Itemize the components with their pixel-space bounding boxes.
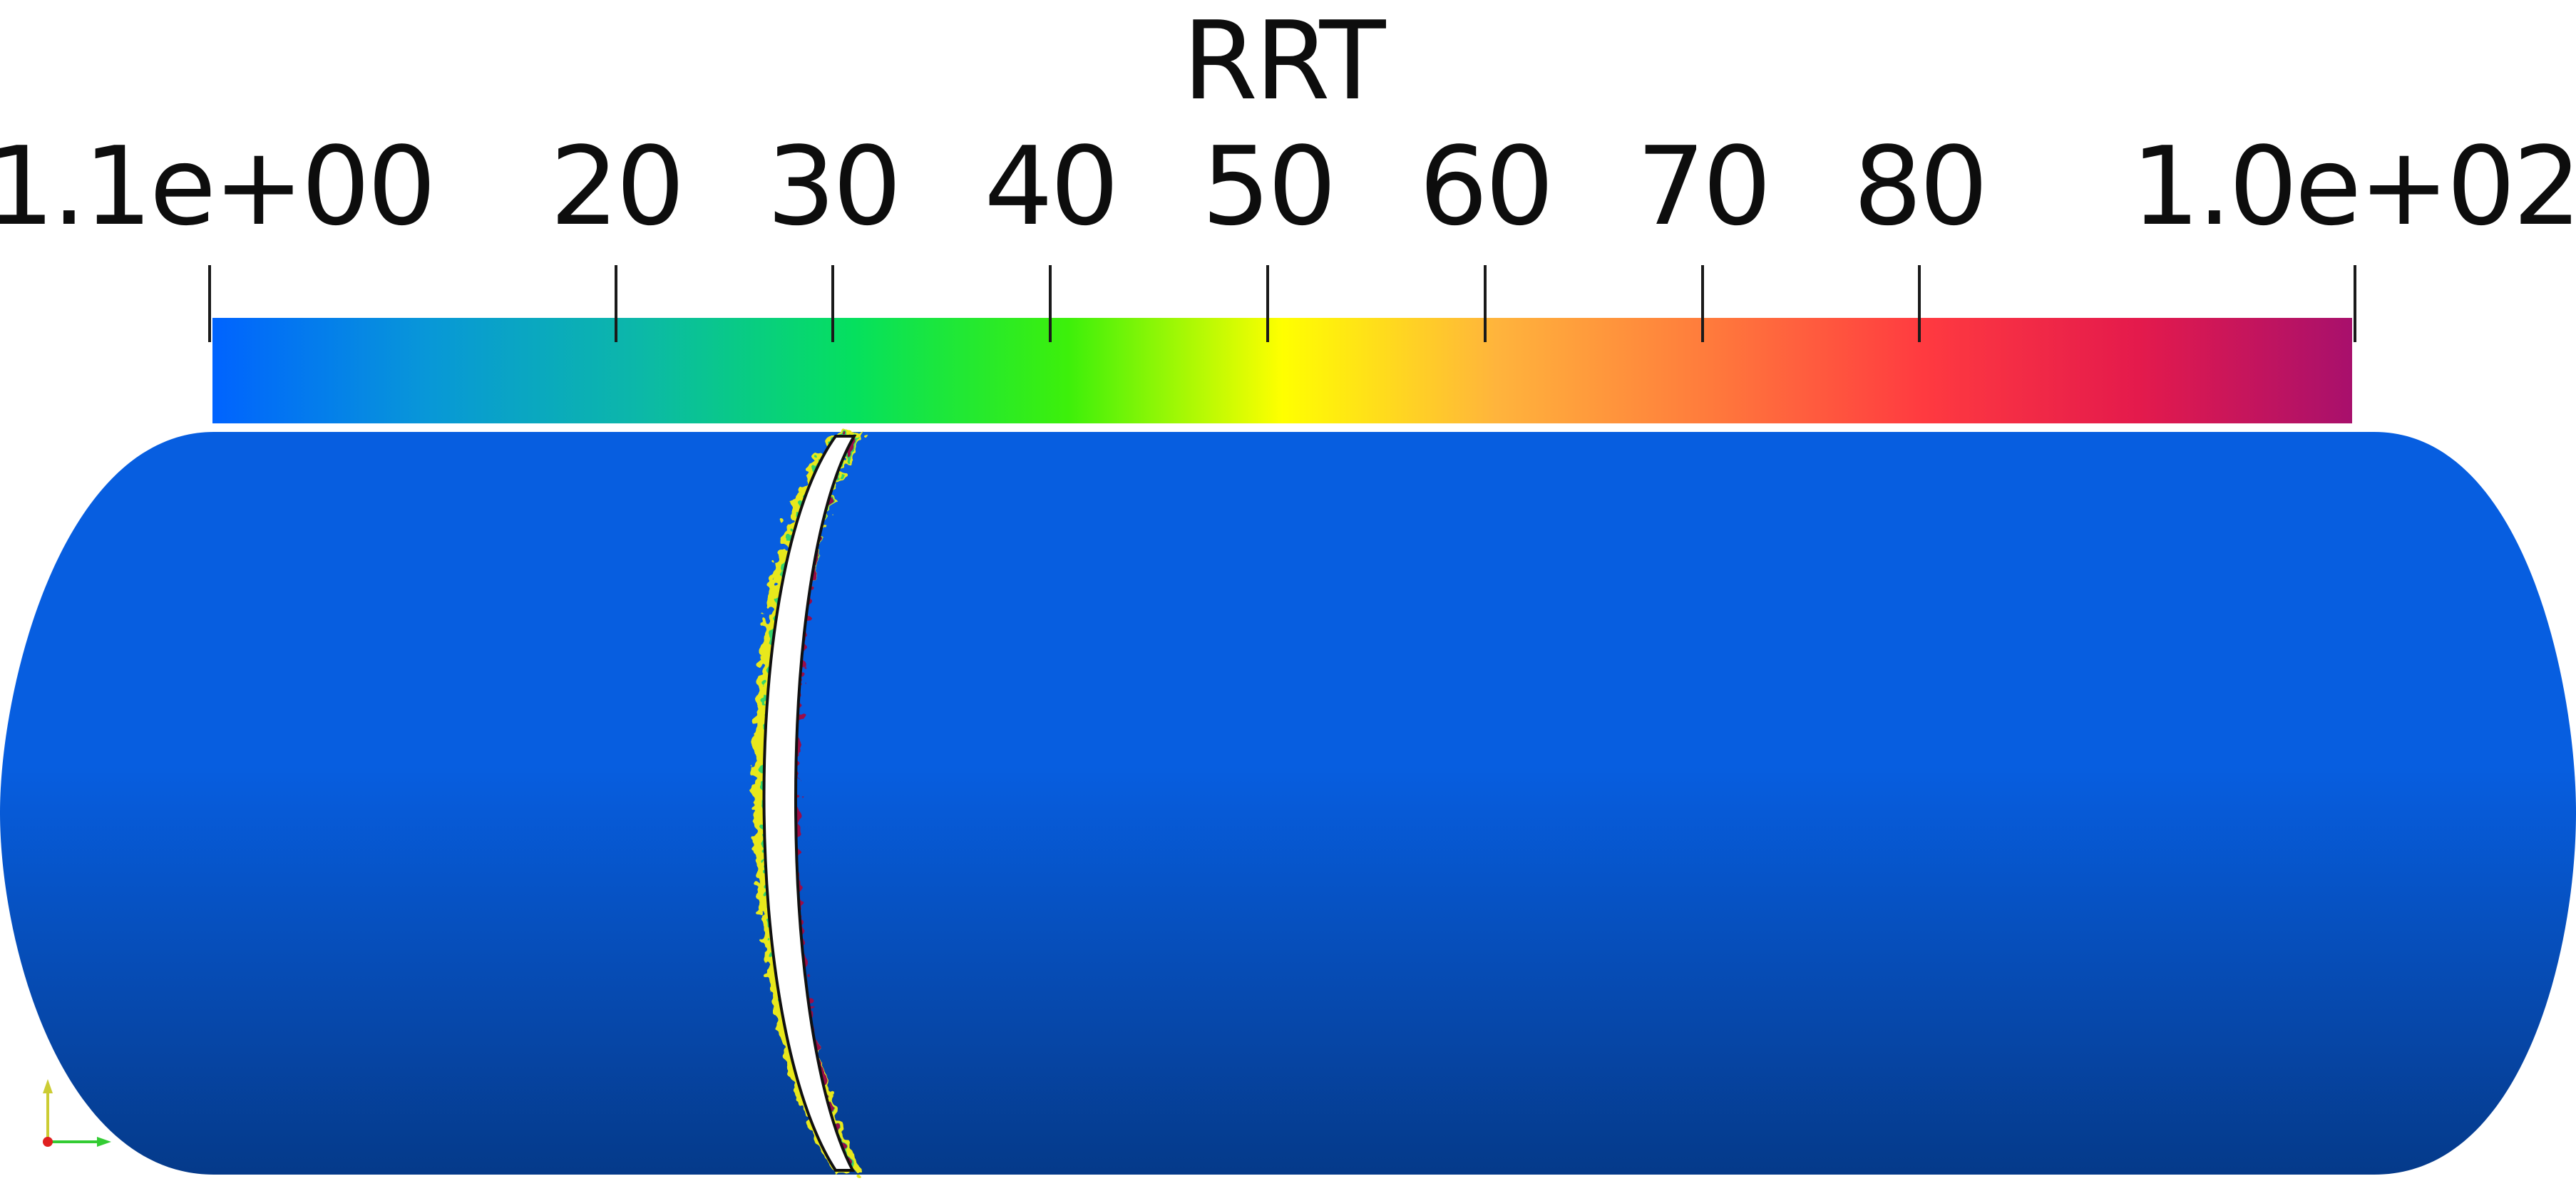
- colorbar-tick-label: 30: [766, 123, 901, 249]
- colorbar-tick-label: 1.0e+02: [2130, 123, 2576, 249]
- colorbar-tick: [615, 265, 617, 342]
- vessel-surface: [0, 432, 2576, 1175]
- colorbar-tick: [1918, 265, 1921, 342]
- colorbar-tick: [1484, 265, 1487, 342]
- colorbar-title: RRT: [1182, 0, 1385, 124]
- colorbar-tick-label: 50: [1201, 123, 1336, 249]
- colorbar-tick: [2354, 265, 2356, 342]
- colorbar-tick-label: 80: [1853, 123, 1988, 249]
- colorbar-tick: [1701, 265, 1704, 342]
- colorbar-tick: [831, 265, 834, 342]
- colorbar-tick: [1266, 265, 1269, 342]
- colorbar-tick-label: 70: [1636, 123, 1771, 249]
- colorbar: [210, 315, 2355, 426]
- colorbar-tick: [208, 265, 211, 342]
- colorbar-tick-label: 1.1e+00: [0, 123, 436, 249]
- colorbar-tick-label: 60: [1419, 123, 1554, 249]
- colorbar-tick-label: 20: [550, 123, 684, 249]
- orientation-axes: [43, 1079, 111, 1147]
- colorbar-tick-label: 40: [984, 123, 1119, 249]
- vessel-ring-stent: [762, 435, 857, 1172]
- colorbar-tick: [1049, 265, 1052, 342]
